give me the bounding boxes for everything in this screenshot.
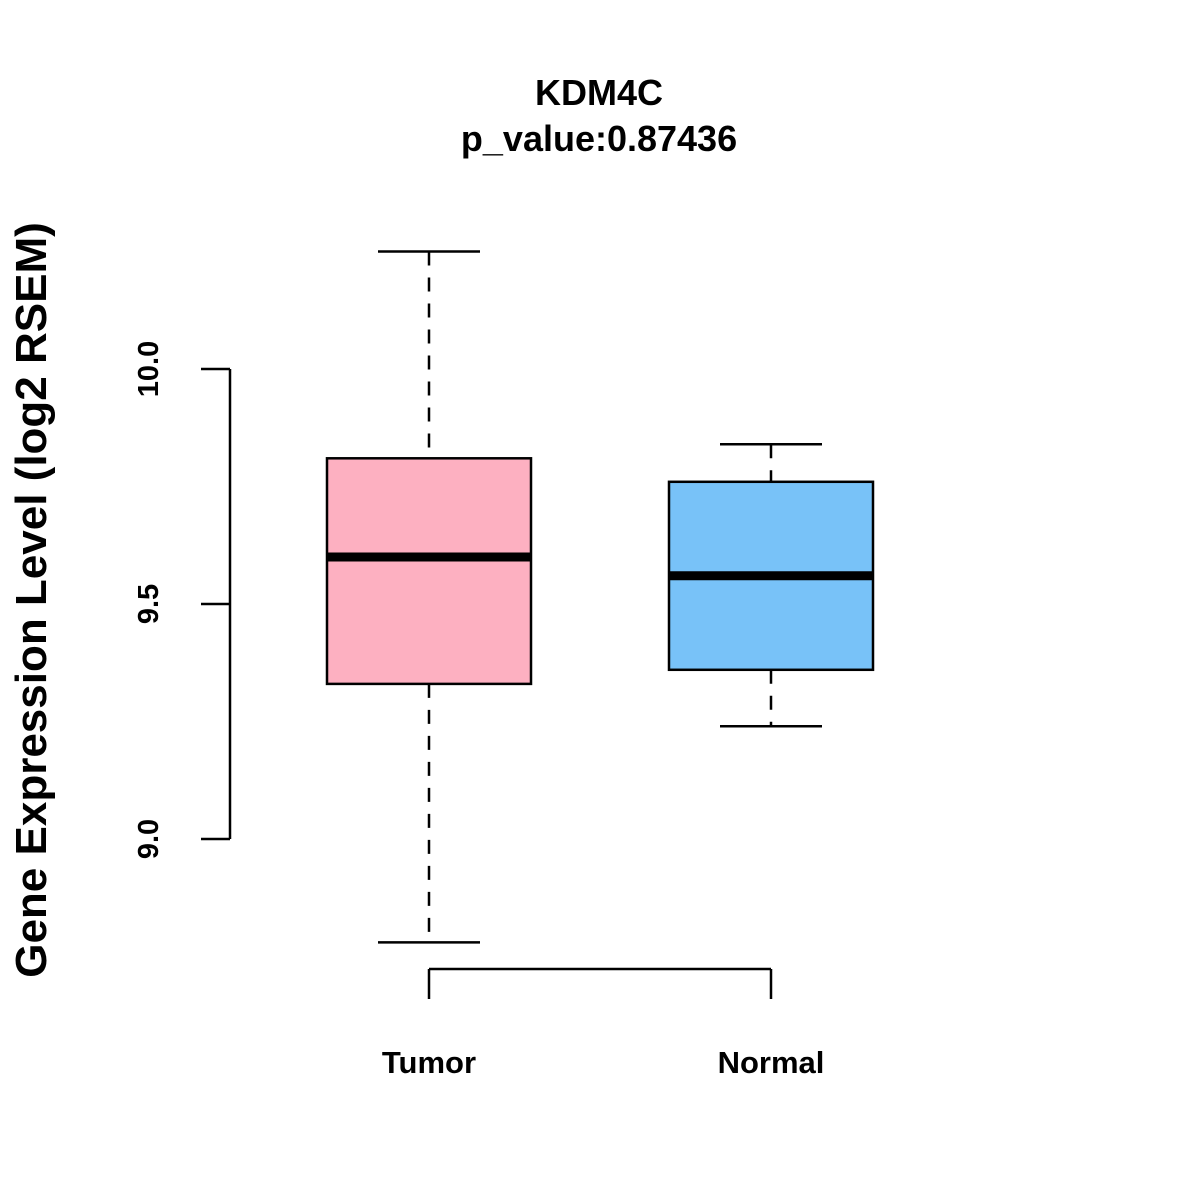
y-axis-label: Gene Expression Level (log2 RSEM) [7, 222, 56, 978]
x-tick-label: Normal [718, 1045, 825, 1080]
x-axis: Tumor Normal [382, 967, 825, 1080]
boxes-group [325, 250, 875, 944]
box-tumor [325, 250, 533, 944]
y-tick-label: 9.5 [133, 584, 165, 624]
y-axis: 9.0 9.5 10.0 [133, 341, 232, 859]
box-normal [667, 442, 875, 728]
y-tick-label: 10.0 [133, 341, 165, 397]
x-tick-label: Tumor [382, 1045, 476, 1080]
chart-subtitle: p_value:0.87436 [461, 118, 737, 159]
y-tick-label: 9.0 [133, 819, 165, 859]
iqr-box [325, 457, 533, 686]
chart-title: KDM4C [535, 72, 663, 113]
